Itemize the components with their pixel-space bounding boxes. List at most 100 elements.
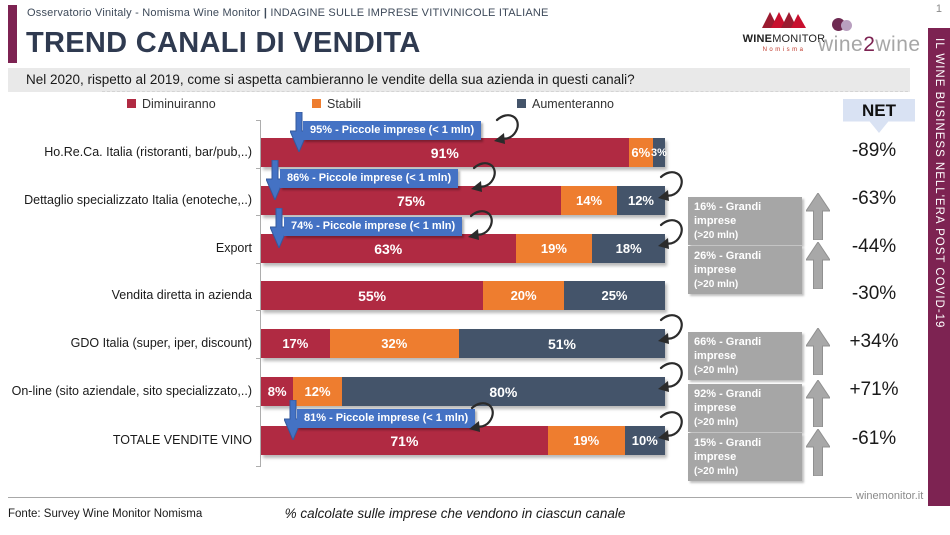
axis-tick: [256, 406, 261, 407]
bar-segment-diminuiranno: 63%: [261, 234, 516, 263]
bar-row: 63% 19% 18%: [261, 234, 665, 263]
swirl-arrow-icon: [489, 113, 523, 156]
large-firm-callout-line2: (>20 mln): [694, 364, 739, 376]
large-firm-callout-line2: (>20 mln): [694, 229, 739, 241]
page-title: TREND CANALI DI VENDITA: [26, 27, 421, 59]
large-firm-callout-line2: (>20 mln): [694, 416, 739, 428]
swirl-arrow-icon: [653, 313, 687, 356]
bar-row: 17% 32% 51%: [261, 329, 665, 358]
large-firm-callout: 66% - Grandi imprese (>20 mln): [688, 332, 802, 380]
survey-question: Nel 2020, rispetto al 2019, come si aspe…: [8, 68, 910, 92]
small-firm-callout: 95% - Piccole imprese (< 1 mln): [303, 121, 482, 140]
winemonitor-mark-icon: [762, 12, 806, 28]
category-axis: [260, 120, 261, 466]
axis-tick: [256, 120, 261, 121]
footer-source: Fonte: Survey Wine Monitor Nomisma: [8, 508, 203, 520]
bar-segment-stabili: 19%: [515, 234, 593, 263]
legend-label: Diminuiranno: [142, 97, 216, 111]
net-value: -63%: [851, 188, 897, 209]
winemonitor-nomisma-label: Nomisma: [762, 47, 806, 53]
bar-segment-diminuiranno: 71%: [261, 426, 548, 455]
swirl-arrow-icon: [466, 161, 500, 204]
swirl-arrow-icon: [653, 170, 687, 213]
down-arrow-icon: [289, 111, 309, 157]
bar-segment-stabili: 32%: [329, 329, 459, 358]
large-firm-callout-line1: 92% - Grandi imprese: [694, 388, 762, 415]
large-firm-callout-line1: 16% - Grandi imprese: [694, 201, 762, 228]
bar-row: 71% 19% 10%: [261, 426, 665, 455]
bar-segment-stabili: 6%: [628, 138, 653, 167]
legend-item: Diminuiranno: [127, 97, 216, 111]
large-firm-callout-line2: (>20 mln): [694, 465, 739, 477]
swirl-arrow-icon: [463, 209, 497, 252]
axis-tick: [256, 310, 261, 311]
bar-segment-diminuiranno: 55%: [261, 281, 484, 310]
large-firm-callout-line1: 66% - Grandi imprese: [694, 336, 762, 363]
large-firm-callout: 26% - Grandi imprese (>20 mln): [688, 246, 802, 294]
category-label: TOTALE VENDITE VINO: [112, 433, 252, 447]
title-accent-bar: [8, 5, 17, 63]
bar-row: 55% 20% 25%: [261, 281, 665, 310]
net-value: +34%: [849, 331, 899, 352]
legend-label: Aumenteranno: [532, 97, 615, 111]
category-label: On-line (sito aziendale, sito specializz…: [11, 384, 252, 398]
large-firm-callout: 92% - Grandi imprese (>20 mln): [688, 384, 802, 432]
bar-segment-aumenteranno: 80%: [341, 377, 665, 406]
up-arrow-icon: [805, 327, 831, 380]
net-value: -61%: [851, 428, 897, 449]
swirl-arrow-icon: [653, 410, 687, 453]
category-label: GDO Italia (super, iper, discount): [70, 336, 252, 350]
axis-tick: [256, 215, 261, 216]
bar-segment-stabili: 14%: [561, 186, 617, 215]
up-arrow-icon: [805, 241, 831, 294]
header-breadcrumb: Osservatorio Vinitaly - Nomisma Wine Mon…: [27, 7, 549, 19]
legend-item: Stabili: [312, 97, 361, 111]
bar-segment-stabili: 20%: [483, 281, 564, 310]
bar-segment-stabili: 19%: [547, 426, 625, 455]
axis-tick: [256, 263, 261, 264]
legend-swatch-icon: [517, 99, 526, 108]
axis-tick: [256, 358, 261, 359]
small-firm-callout: 81% - Piccole imprese (< 1 mln): [297, 409, 476, 428]
page-number: 1: [935, 3, 942, 15]
net-value: -89%: [851, 140, 897, 161]
axis-tick: [256, 466, 261, 467]
down-arrow-icon: [269, 207, 289, 253]
bar-segment-aumenteranno: 25%: [563, 281, 665, 310]
bar-row: 75% 14% 12%: [261, 186, 665, 215]
footer-website: winemonitor.it: [856, 490, 924, 502]
vertical-banner: IL WINE BUSINESS NELL'ERA POST COVID-19: [928, 28, 950, 506]
legend-item: Aumenteranno: [517, 97, 614, 111]
category-label: Dettaglio specializzato Italia (enoteche…: [24, 193, 252, 207]
large-firm-callout-line1: 15% - Grandi imprese: [694, 437, 762, 464]
down-arrow-icon: [265, 159, 285, 205]
swirl-arrow-icon: [464, 401, 498, 444]
bar-segment-aumenteranno: 18%: [592, 234, 665, 263]
swirl-arrow-icon: [653, 218, 687, 261]
header-separator: |: [263, 7, 268, 19]
net-value: -44%: [851, 236, 897, 257]
up-arrow-icon: [805, 428, 831, 481]
up-arrow-icon: [805, 192, 831, 245]
up-arrow-icon: [805, 379, 831, 432]
large-firm-callout: 16% - Grandi imprese (>20 mln): [688, 197, 802, 245]
bar-row: 91% 6% 3%: [261, 138, 667, 167]
bar-segment-aumenteranno: 3%: [651, 138, 667, 167]
bar-segment-diminuiranno: 91%: [261, 138, 629, 167]
net-value: -30%: [851, 283, 897, 304]
footer-divider: [8, 497, 852, 498]
bar-segment-aumenteranno: 51%: [458, 329, 665, 358]
category-label: Export: [215, 241, 252, 255]
wine2wine-grapes-icon: [832, 18, 852, 36]
legend-swatch-icon: [127, 99, 136, 108]
bar-segment-diminuiranno: 75%: [261, 186, 562, 215]
header-right: INDAGINE SULLE IMPRESE VITIVINICOLE ITAL…: [270, 7, 549, 19]
down-arrow-icon: [283, 399, 303, 445]
large-firm-callout-line2: (>20 mln): [694, 278, 739, 290]
winemonitor-logo: WINEMONITOR Nomisma: [742, 12, 826, 53]
net-header-label: NET: [862, 101, 896, 120]
small-firm-callout: 86% - Piccole imprese (< 1 mln): [280, 169, 459, 188]
bar-segment-stabili: 12%: [293, 377, 342, 406]
bar-row: 8% 12% 80%: [261, 377, 665, 406]
category-label: Vendita diretta in azienda: [111, 288, 252, 302]
